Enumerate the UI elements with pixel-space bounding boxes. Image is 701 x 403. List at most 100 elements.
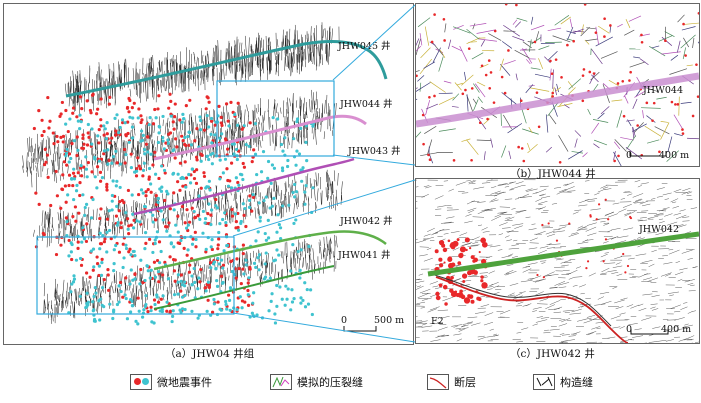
fracture-mark — [144, 283, 146, 294]
fracture-mark — [334, 234, 336, 247]
microseismic-event — [54, 169, 58, 174]
fracture-mark — [289, 184, 292, 198]
fracture-mark — [123, 217, 126, 226]
microseismic-event — [278, 226, 283, 230]
microseismic-event — [560, 76, 563, 79]
fracture-mark — [452, 93, 460, 101]
fracture-mark — [416, 207, 418, 209]
fracture-mark — [599, 292, 610, 295]
microseismic-event — [487, 59, 491, 62]
microseismic-event — [176, 230, 180, 234]
panel-a-well-group: JHW045 井 JHW044 井 JHW043 井 JHW042 井 JHW0… — [3, 3, 414, 345]
microseismic-event — [209, 119, 214, 123]
fracture-mark — [628, 15, 642, 22]
microseismic-event — [59, 135, 63, 139]
fracture-mark — [627, 193, 633, 196]
fracture-mark — [325, 247, 327, 261]
fracture-mark — [466, 180, 471, 182]
microseismic-event — [114, 129, 118, 133]
microseismic-event — [196, 213, 200, 218]
microseismic-event — [77, 211, 81, 215]
fracture-mark — [89, 298, 92, 306]
microseismic-event — [416, 74, 418, 78]
fracture-mark — [240, 110, 243, 124]
fracture-mark — [130, 206, 133, 213]
microseismic-event — [234, 220, 238, 224]
microseismic-event — [299, 126, 303, 130]
microseismic-event — [192, 266, 196, 271]
fracture-mark — [538, 45, 550, 50]
microseismic-event — [72, 274, 76, 278]
fracture-mark — [235, 64, 237, 80]
microseismic-event — [640, 33, 643, 37]
fracture-mark — [458, 328, 466, 332]
fracture-mark — [529, 87, 550, 92]
microseismic-event — [464, 88, 467, 92]
fracture-mark — [327, 44, 330, 65]
microseismic-event — [469, 246, 472, 250]
microseismic-event — [209, 132, 213, 136]
fracture-mark — [292, 251, 295, 269]
fault-f2-line — [435, 276, 629, 343]
fracture-mark — [558, 135, 569, 152]
microseismic-event — [205, 113, 209, 118]
microseismic-event — [287, 203, 291, 207]
microseismic-event — [99, 118, 103, 122]
fracture-mark — [58, 294, 61, 302]
microseismic-event — [94, 291, 98, 295]
fracture-mark — [29, 162, 31, 174]
microseismic-event — [149, 309, 153, 313]
fracture-mark — [311, 89, 313, 110]
fracture-mark — [676, 224, 684, 227]
microseismic-event — [464, 237, 470, 243]
microseismic-event — [542, 276, 545, 279]
microseismic-event — [268, 276, 272, 280]
fracture-mark — [61, 300, 63, 312]
fracture-mark — [299, 45, 302, 63]
fracture-mark — [293, 47, 295, 63]
legend-item-structural-fracture: 构造缝 — [533, 374, 593, 390]
microseismic-event — [247, 205, 252, 209]
fracture-mark — [683, 324, 693, 328]
fracture-mark — [480, 304, 490, 307]
microseismic-event — [130, 193, 134, 197]
fracture-mark — [434, 195, 444, 200]
fracture-mark — [569, 312, 582, 315]
microseismic-event — [68, 117, 72, 121]
fracture-mark — [316, 116, 318, 129]
fracture-mark — [188, 120, 191, 141]
microseismic-event — [199, 118, 203, 123]
microseismic-event — [622, 114, 626, 118]
microseismic-event — [89, 216, 94, 220]
microseismic-event — [238, 295, 242, 299]
fracture-mark — [503, 60, 516, 65]
microseismic-event — [219, 121, 223, 125]
fracture-mark — [553, 230, 565, 233]
microseismic-event — [139, 188, 144, 192]
fracture-mark — [416, 304, 421, 305]
microseismic-event — [207, 100, 211, 104]
fracture-mark — [571, 151, 584, 154]
fracture-mark — [286, 109, 288, 128]
microseismic-event — [224, 223, 228, 227]
microseismic-event — [124, 134, 128, 138]
microseismic-event — [163, 171, 167, 175]
microseismic-event — [681, 132, 685, 135]
microseismic-event — [117, 284, 121, 288]
fracture-mark — [116, 225, 119, 238]
fracture-mark — [549, 68, 552, 81]
fracture-mark — [100, 69, 102, 85]
fracture-mark — [568, 150, 583, 160]
fracture-mark — [453, 333, 462, 336]
microseismic-event — [242, 124, 246, 128]
fracture-mark — [488, 33, 502, 41]
fracture-mark — [451, 324, 463, 327]
fracture-mark — [658, 218, 664, 220]
scale-bar-b — [629, 151, 667, 157]
microseismic-event — [216, 243, 220, 247]
fracture-mark — [223, 64, 225, 80]
microseismic-event — [83, 205, 87, 210]
microseismic-event — [222, 249, 226, 253]
fracture-mark — [246, 104, 248, 112]
fracture-mark — [302, 51, 304, 61]
